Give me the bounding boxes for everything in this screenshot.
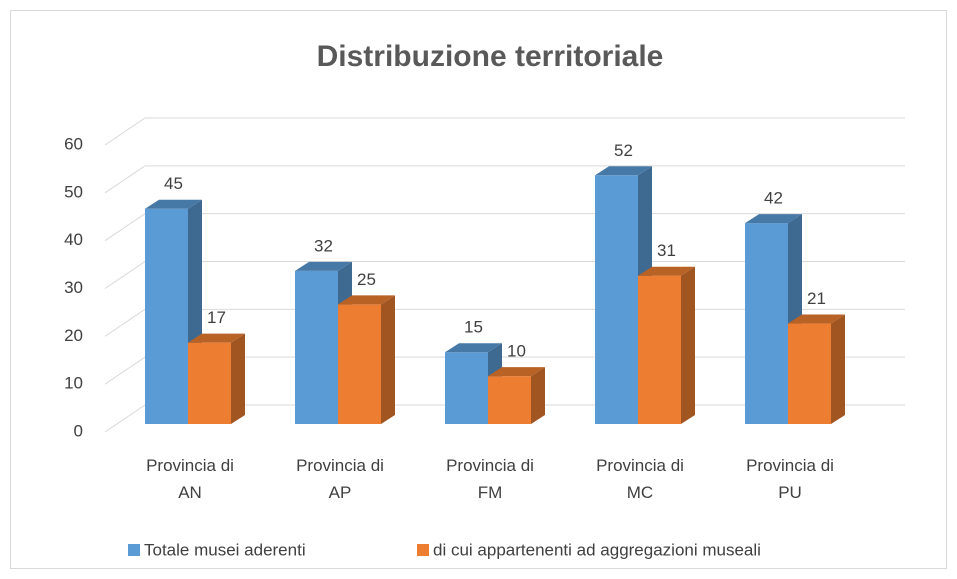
data-label: 31 — [657, 241, 676, 260]
bar-side — [681, 266, 695, 424]
y-tick-label: 60 — [64, 134, 83, 153]
grid-line — [104, 117, 905, 146]
y-tick-label: 10 — [64, 374, 83, 393]
bar-side — [531, 367, 545, 424]
data-label: 17 — [207, 308, 226, 327]
legend-label: di cui appartenenti ad aggregazioni muse… — [433, 540, 761, 559]
legend-swatch — [417, 544, 429, 556]
bar — [445, 352, 488, 424]
bar — [188, 342, 231, 424]
bar — [295, 270, 338, 424]
y-tick-label: 0 — [74, 421, 83, 440]
bar-top — [145, 199, 202, 209]
bar — [745, 223, 788, 424]
y-tick-label: 30 — [64, 278, 83, 297]
legend-swatch — [128, 544, 140, 556]
bar — [145, 208, 188, 424]
bar — [638, 275, 681, 424]
bar-top — [638, 266, 695, 276]
bar-top — [788, 314, 845, 324]
y-tick-label: 40 — [64, 230, 83, 249]
bar — [788, 323, 831, 424]
x-tick-label: Provincia di AP — [296, 456, 384, 502]
data-label: 10 — [507, 342, 526, 361]
data-label: 42 — [764, 189, 783, 208]
bar-top — [595, 166, 652, 176]
bar — [338, 304, 381, 424]
grid-line — [104, 165, 905, 194]
data-label: 21 — [807, 289, 826, 308]
y-tick-label: 50 — [64, 182, 83, 201]
bar-top — [445, 343, 502, 353]
bar-top — [745, 214, 802, 224]
bar-top — [488, 367, 545, 377]
data-label: 25 — [357, 270, 376, 289]
bar-side — [831, 314, 845, 424]
x-tick-label: Provincia di MC — [596, 456, 684, 502]
x-tick-label: Provincia di PU — [746, 456, 834, 502]
bar-top — [188, 333, 245, 343]
bar-side — [381, 295, 395, 424]
chart-title: Distribuzione territoriale — [317, 40, 664, 73]
y-tick-label: 20 — [64, 326, 83, 345]
data-label: 15 — [464, 318, 483, 337]
bar — [488, 376, 531, 424]
x-tick-label: Provincia di AN — [146, 456, 234, 502]
legend-label: Totale musei aderenti — [144, 540, 306, 559]
data-label: 32 — [314, 236, 333, 255]
bar — [595, 175, 638, 424]
x-tick-label: Provincia di FM — [446, 456, 534, 502]
data-label: 45 — [164, 174, 183, 193]
bar-top — [338, 295, 395, 305]
bar-top — [295, 261, 352, 271]
data-label: 52 — [614, 141, 633, 160]
bar-side — [231, 333, 245, 424]
